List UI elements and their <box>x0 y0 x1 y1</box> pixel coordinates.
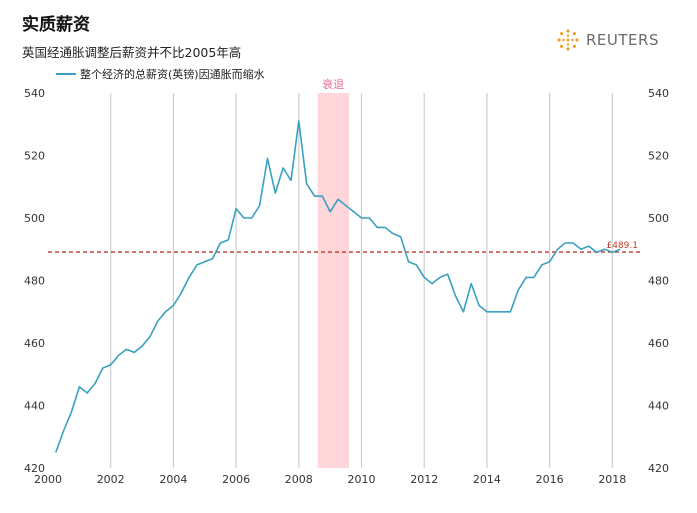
x-tick-label: 2006 <box>222 473 250 486</box>
y-tick-label-left: 540 <box>24 87 45 100</box>
y-tick-label-left: 440 <box>24 400 45 413</box>
y-tick-label-left: 480 <box>24 275 45 288</box>
x-tick-label: 2000 <box>34 473 62 486</box>
reuters-logo: REUTERS <box>556 28 659 52</box>
reference-label: £489.1 <box>607 241 639 251</box>
brand-name: REUTERS <box>586 31 659 49</box>
chart-title: 实质薪资 <box>22 15 90 35</box>
x-tick-label: 2008 <box>285 473 313 486</box>
x-tick-label: 2002 <box>97 473 125 486</box>
y-tick-label-right: 520 <box>648 150 669 163</box>
y-tick-label-left: 420 <box>24 462 45 475</box>
x-tick-label: 2010 <box>348 473 376 486</box>
x-tick-label: 2018 <box>598 473 626 486</box>
reuters-dots-icon <box>557 29 579 51</box>
y-tick-label-left: 500 <box>24 212 45 225</box>
y-tick-label-left: 520 <box>24 150 45 163</box>
series-line <box>55 120 621 453</box>
recession-band <box>317 93 349 468</box>
chart-subtitle: 英国经通胀调整后薪资并不比2005年高 <box>22 45 242 60</box>
y-tick-label-right: 460 <box>648 337 669 350</box>
y-tick-label-right: 440 <box>648 400 669 413</box>
y-tick-label-right: 420 <box>648 462 669 475</box>
y-tick-label-right: 500 <box>648 212 669 225</box>
x-tick-label: 2004 <box>159 473 187 486</box>
y-tick-label-right: 540 <box>648 87 669 100</box>
y-tick-label-right: 480 <box>648 275 669 288</box>
y-tick-label-left: 460 <box>24 337 45 350</box>
recession-label: 衰退 <box>322 77 344 91</box>
x-tick-label: 2014 <box>473 473 501 486</box>
x-tick-label: 2012 <box>410 473 438 486</box>
legend-label: 整个经济的总薪资(英镑)因通胀而缩水 <box>80 67 265 81</box>
x-tick-label: 2016 <box>536 473 564 486</box>
